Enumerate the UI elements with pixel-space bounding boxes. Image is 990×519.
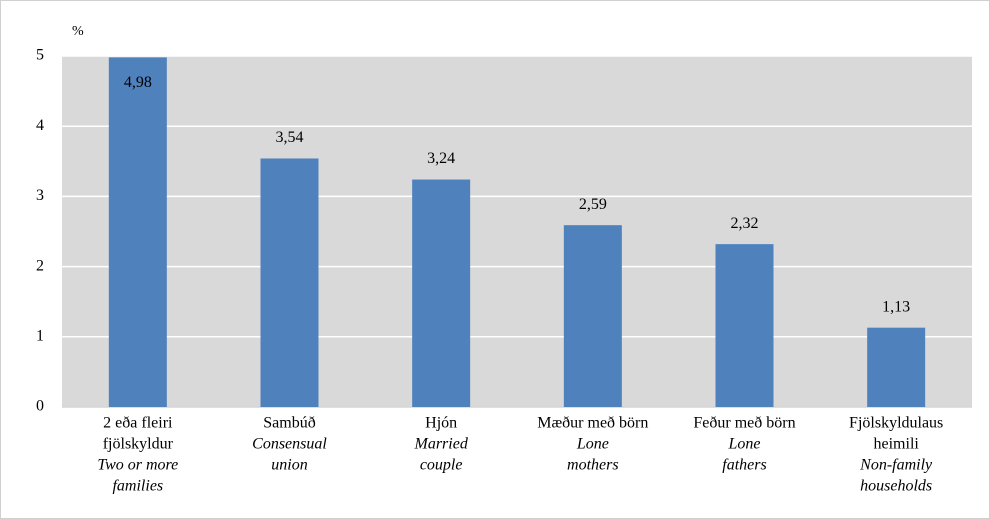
bar: [412, 179, 471, 407]
x-tick-label: 2 eða fleiri: [103, 415, 173, 432]
x-tick-label: fjölskyldur: [103, 436, 174, 453]
x-tick-label-en: Consensual: [252, 436, 327, 453]
x-tick-label: Hjón: [425, 415, 457, 432]
y-tick-label: 5: [36, 47, 44, 64]
x-tick-label: heimili: [874, 436, 920, 453]
bar: [108, 57, 167, 408]
x-tick-label: Sambúð: [263, 415, 315, 432]
bar: [563, 225, 622, 407]
x-tick-label: Mæður með börn: [537, 415, 648, 432]
value-label: 2,32: [731, 215, 759, 232]
x-tick-label-en: union: [271, 457, 307, 474]
y-tick-label: 3: [36, 187, 44, 204]
x-tick-label-en: Lone: [728, 436, 761, 453]
bar: [260, 158, 319, 407]
value-label: 3,24: [427, 150, 455, 167]
y-axis-label: %: [72, 24, 84, 39]
plot-area: [62, 56, 972, 407]
y-tick-label: 0: [36, 398, 44, 415]
x-tick-label-en: Non-family: [859, 457, 933, 474]
x-tick-label-en: Married: [414, 436, 469, 453]
value-label: 1,13: [882, 298, 910, 315]
x-tick-label-en: mothers: [567, 457, 619, 474]
x-tick-label-en: Lone: [576, 436, 609, 453]
bar: [867, 327, 926, 407]
y-tick-label: 2: [36, 257, 44, 274]
x-tick-label-en: Two or more: [97, 457, 178, 474]
value-label: 3,54: [276, 129, 304, 146]
y-tick-label: 4: [36, 117, 44, 134]
value-label: 2,59: [579, 196, 607, 213]
bar: [715, 244, 774, 407]
x-tick-label-en: couple: [420, 457, 463, 474]
x-tick-label-en: fathers: [722, 457, 766, 474]
y-tick-label: 1: [36, 327, 44, 344]
x-tick-label: Fjölskyldulaus: [849, 415, 943, 432]
x-tick-label: Feður með börn: [693, 415, 795, 432]
x-tick-label-en: families: [112, 478, 163, 495]
value-label: 4,98: [124, 74, 152, 91]
x-tick-label-en: households: [860, 478, 932, 495]
